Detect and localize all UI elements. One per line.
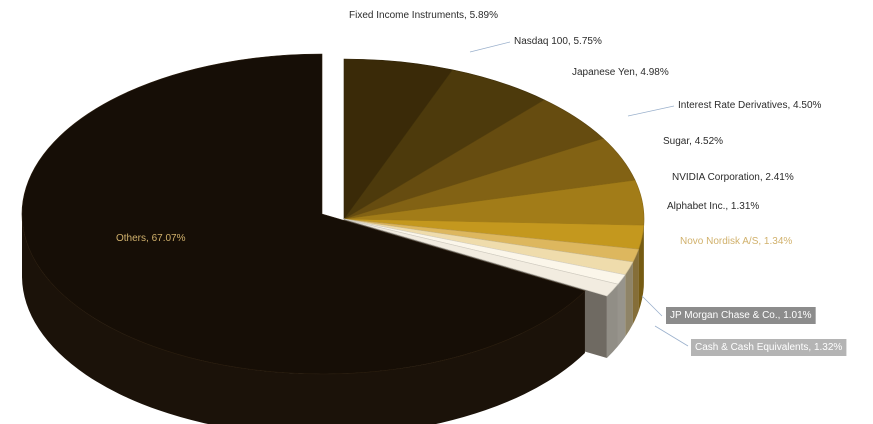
slice-label-novo-nordisk-a-s: Novo Nordisk A/S, 1.34% [680,236,792,247]
slice-label-nvidia-corporation: NVIDIA Corporation, 2.41% [672,172,794,183]
slice-label-japanese-yen: Japanese Yen, 4.98% [572,67,669,78]
slice-others [21,53,586,375]
slice-wall-7 [625,262,633,337]
pie-slices [21,53,645,375]
slice-label-jp-morgan-chase-co: JP Morgan Chase & Co., 1.01% [670,310,812,321]
slice-label-others: Others, 67.07% [116,233,186,244]
slice-label-fixed-income-instruments: Fixed Income Instruments, 5.89% [349,10,498,21]
slice-label-interest-rate-derivatives: Interest Rate Derivatives, 4.50% [678,100,822,111]
slice-label-badge-9 [691,339,847,356]
leader-line-9 [654,325,689,347]
leader-line-8 [641,295,663,317]
leader-line-1 [469,41,511,53]
slice-cash-cash-equivalents [343,218,619,297]
slice-label-cash-cash-equivalents: Cash & Cash Equivalents, 1.32% [695,342,842,353]
slice-wall-9 [606,284,618,359]
slice-wall-5 [638,225,644,312]
slice-label-nasdaq-100: Nasdaq 100, 5.75% [514,36,602,47]
leader-line-3 [627,105,675,117]
slice-label-badge-8 [666,307,816,324]
slice-wall-6 [632,249,639,325]
slice-wall-10 [22,215,585,424]
slice-labels: Fixed Income Instruments, 5.89% Nasdaq 10… [116,10,847,356]
slice-label-alphabet-inc: Alphabet Inc., 1.31% [667,201,759,212]
slice-wall-8 [617,274,626,347]
slice-label-sugar: Sugar, 4.52% [663,136,723,147]
